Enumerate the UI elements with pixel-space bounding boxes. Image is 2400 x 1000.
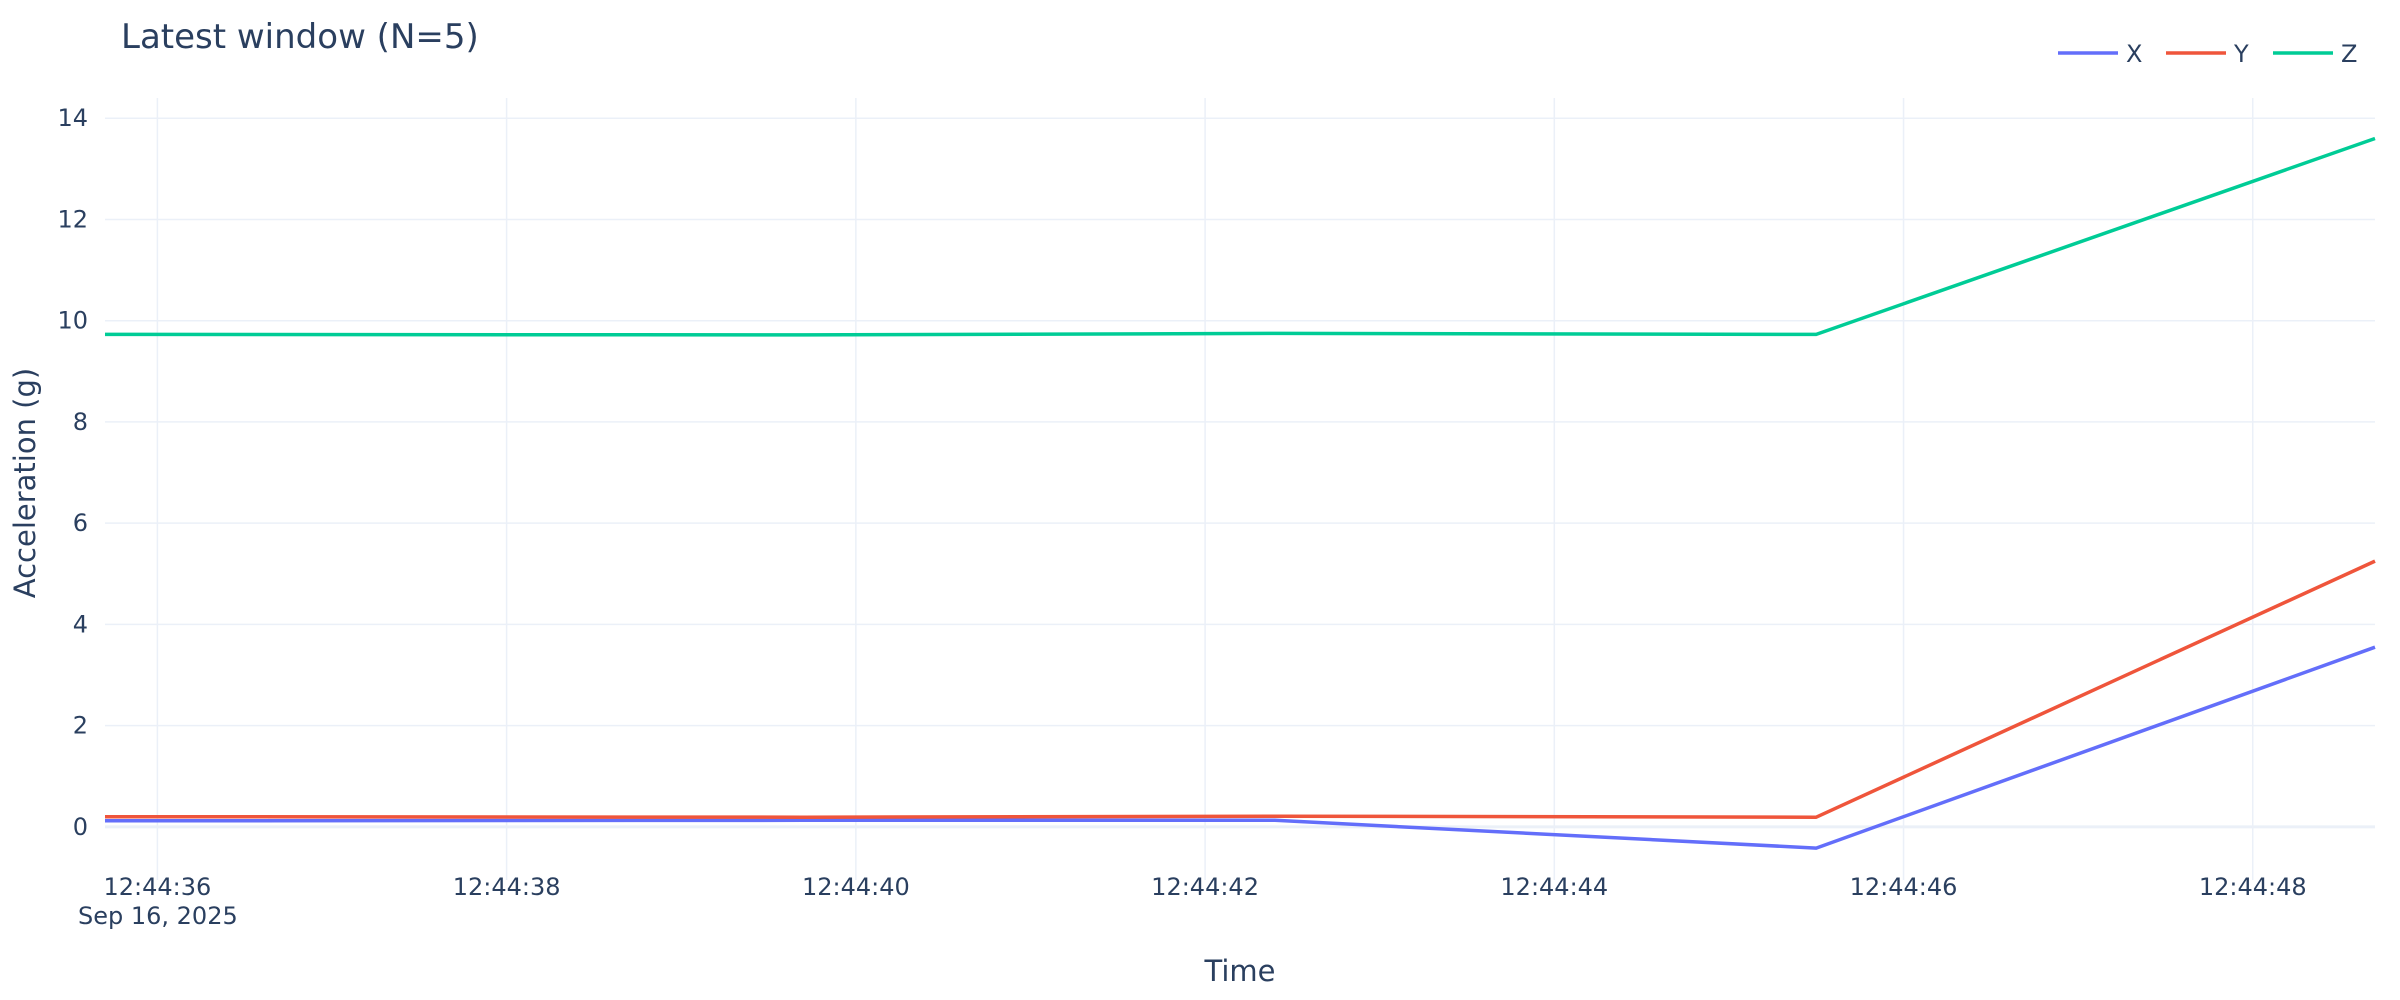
legend-label: Y [2233, 40, 2249, 68]
series-lines [104, 136, 2376, 850]
y-tick-label: 0 [73, 813, 88, 841]
y-tick-label: 2 [73, 712, 88, 740]
series-line-x [104, 645, 2376, 850]
y-tick-label: 6 [73, 509, 88, 537]
series-line-z [104, 136, 2376, 337]
y-tick-label: 14 [57, 104, 88, 132]
x-axis-ticks: 12:44:36 12:44:38 12:44:40 12:44:42 12:44:44… [103, 873, 2306, 901]
y-tick-label: 10 [57, 307, 88, 335]
x-tick-label: 12:44:44 [1500, 873, 1608, 901]
x-tick-label: 12:44:38 [453, 873, 561, 901]
x-tick-label: 12:44:36 [103, 873, 211, 901]
y-tick-label: 12 [57, 205, 88, 233]
legend-label: X [2126, 40, 2142, 68]
legend-item-z[interactable]: Z [2273, 40, 2357, 68]
x-tick-label: 12:44:40 [802, 873, 910, 901]
x-tick-label: 12:44:46 [1850, 873, 1958, 901]
series-line-y [104, 559, 2376, 819]
legend-item-x[interactable]: X [2058, 40, 2142, 68]
x-tick-label: 12:44:42 [1151, 873, 1259, 901]
gridlines [105, 98, 2375, 880]
y-tick-label: 8 [73, 408, 88, 436]
x-tick-label: 12:44:48 [2199, 873, 2307, 901]
legend[interactable]: X Y Z [2058, 40, 2357, 68]
y-tick-label: 4 [73, 610, 88, 638]
x-axis-date-label: Sep 16, 2025 [78, 902, 238, 930]
legend-label: Z [2341, 40, 2357, 68]
legend-item-y[interactable]: Y [2166, 40, 2249, 68]
y-axis-title: Acceleration (g) [8, 368, 42, 598]
x-axis-title: Time [1204, 954, 1276, 988]
y-axis-ticks: 0 2 4 6 8 10 12 14 [57, 104, 88, 841]
chart-title: Latest window (N=5) [121, 17, 479, 57]
